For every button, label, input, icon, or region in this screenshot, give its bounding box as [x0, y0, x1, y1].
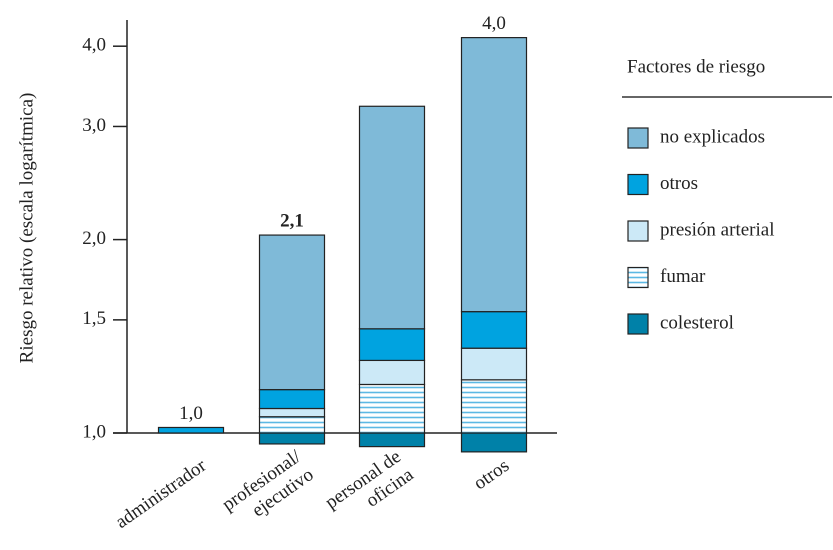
legend-swatch	[627, 313, 649, 335]
x-tick-label: personal deoficina	[322, 446, 418, 531]
bar-segment	[157, 426, 225, 434]
legend-label: otros	[660, 173, 698, 194]
legend-swatch	[627, 127, 649, 149]
x-tick-label: profesional/ejecutivo	[219, 446, 319, 534]
legend-label: presión arterial	[660, 219, 774, 240]
y-tick-label: 1,0	[82, 421, 106, 442]
bar-segment	[358, 105, 426, 330]
legend-swatch	[627, 173, 649, 196]
bar-segment	[460, 311, 528, 349]
legend-swatch	[627, 266, 649, 289]
bar-segment	[460, 37, 528, 313]
y-tick-label: 3,0	[82, 115, 106, 136]
y-axis-label: Riesgo relativo (escala logarítmica)	[16, 93, 37, 364]
bar-segment	[358, 383, 426, 434]
legend-label: no explicados	[660, 126, 765, 147]
x-tick-label: administrador	[112, 455, 211, 533]
bar-segment	[460, 379, 528, 434]
legend-swatch	[627, 220, 649, 242]
y-tick-label: 2,0	[82, 228, 106, 249]
bar-segment	[460, 432, 528, 453]
bar-segment	[258, 234, 326, 391]
legend-label: colesterol	[660, 312, 734, 333]
total-label: 2,1	[280, 210, 304, 231]
legend-label: fumar	[660, 266, 706, 287]
legend-title: Factores de riesgo	[627, 56, 765, 77]
bar-segment	[358, 359, 426, 386]
bar-segment	[258, 432, 326, 445]
y-tick-label: 1,5	[82, 308, 106, 329]
bar-segment	[358, 432, 426, 448]
bar-segment	[358, 328, 426, 362]
y-tick-label: 4,0	[82, 35, 106, 56]
total-label: 4,0	[482, 13, 506, 34]
total-label: 1,0	[179, 403, 203, 424]
bar-segment	[460, 347, 528, 381]
bar-segment	[258, 416, 326, 434]
x-tick-label: otros	[470, 455, 513, 494]
bar-segment	[258, 389, 326, 410]
bar-segment	[258, 407, 326, 418]
